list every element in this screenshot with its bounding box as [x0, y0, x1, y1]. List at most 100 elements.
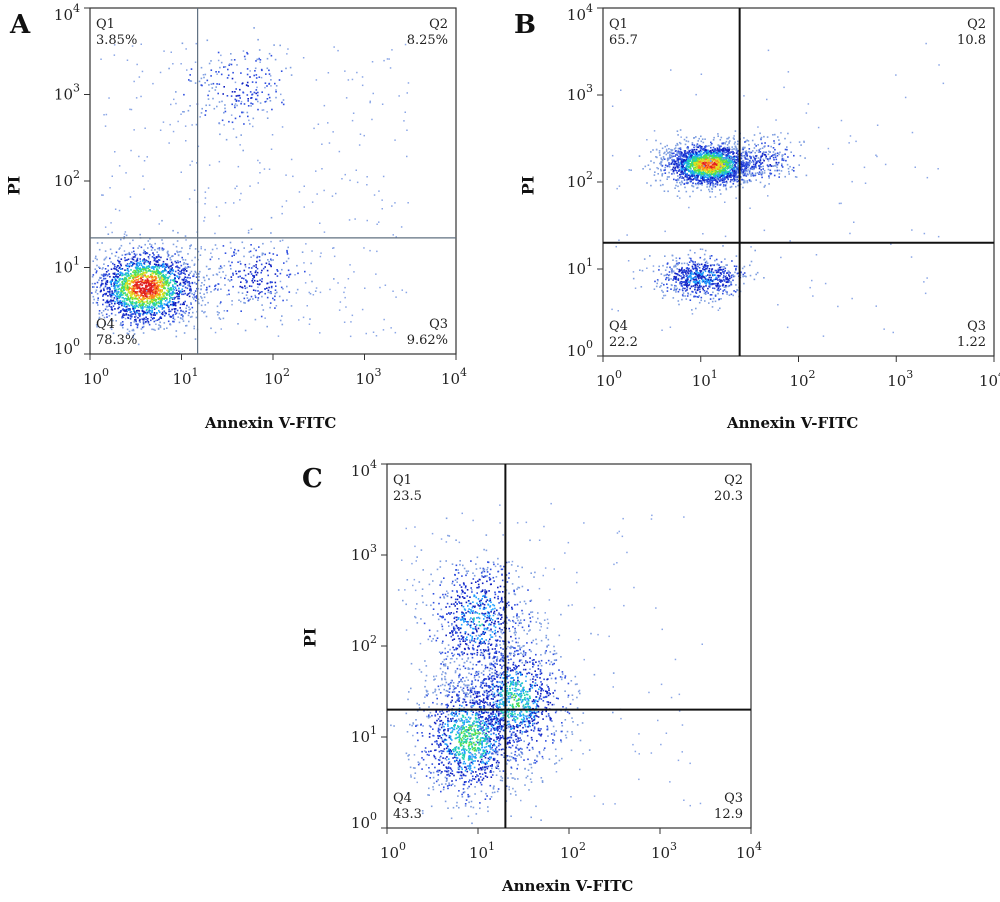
event-point [129, 253, 131, 256]
event-point [666, 165, 669, 168]
event-point [239, 260, 241, 263]
event-point [189, 80, 191, 82]
event-point [182, 258, 184, 261]
event-point [154, 329, 156, 331]
event-point [133, 297, 135, 299]
event-point [173, 292, 176, 294]
event-point [725, 162, 728, 165]
event-point [723, 178, 725, 181]
event-point [191, 306, 194, 309]
event-point [180, 171, 182, 173]
event-point [127, 291, 130, 293]
event-point [148, 323, 151, 326]
event-point [104, 285, 107, 288]
event-point [104, 282, 107, 284]
event-point [178, 295, 180, 298]
event-point [712, 146, 715, 149]
event-point [232, 272, 234, 275]
event-point [160, 313, 163, 315]
event-point [187, 109, 190, 112]
event-point [270, 285, 273, 288]
event-point [147, 256, 150, 258]
event-point [731, 159, 733, 162]
event-point [723, 174, 726, 176]
event-point [116, 276, 118, 278]
event-point [196, 273, 198, 275]
event-point [210, 83, 213, 85]
event-point [690, 164, 692, 166]
event-point [347, 278, 350, 280]
event-point [136, 267, 139, 270]
event-point [218, 71, 220, 73]
event-point [259, 102, 262, 104]
event-point [213, 107, 216, 110]
event-point [701, 153, 703, 156]
event-point [117, 256, 120, 259]
event-point [113, 284, 115, 286]
event-point [746, 155, 748, 158]
event-point [696, 169, 698, 172]
event-point [732, 171, 734, 173]
event-point [384, 284, 387, 286]
event-point [337, 49, 339, 52]
event-point [319, 255, 322, 258]
event-point [273, 247, 275, 249]
event-point [732, 160, 734, 163]
event-point [201, 84, 203, 87]
event-point [700, 174, 703, 176]
event-point [163, 307, 165, 309]
event-point [734, 165, 736, 168]
event-point [114, 208, 117, 210]
event-point [139, 318, 141, 321]
event-point [674, 168, 676, 170]
event-point [679, 157, 682, 159]
event-point [141, 289, 143, 292]
event-point [245, 279, 247, 281]
event-point [147, 260, 149, 263]
event-point [319, 291, 322, 294]
event-point [206, 291, 208, 294]
event-point [694, 162, 696, 164]
event-point [182, 279, 185, 281]
event-point [287, 48, 289, 50]
event-point [718, 148, 720, 150]
event-point [723, 280, 726, 282]
event-point [131, 262, 134, 264]
event-point [762, 158, 765, 161]
event-point [109, 288, 111, 291]
event-point [686, 182, 689, 184]
event-point [754, 164, 757, 167]
event-point [126, 328, 129, 331]
event-point [142, 322, 145, 325]
event-point [729, 164, 732, 167]
event-point [714, 172, 717, 174]
event-point [243, 123, 245, 125]
event-point [161, 306, 163, 309]
event-point [693, 146, 695, 149]
quadrant-q2-name: Q2 [429, 17, 448, 32]
event-point [189, 245, 192, 247]
event-point [185, 239, 187, 241]
event-point [153, 289, 155, 291]
event-point [720, 156, 722, 158]
event-point [151, 318, 154, 320]
event-point [110, 312, 113, 315]
event-point [146, 156, 148, 158]
event-point [265, 73, 267, 75]
event-point [328, 142, 331, 144]
event-point [290, 74, 293, 76]
event-point [192, 311, 194, 314]
event-point [689, 160, 691, 162]
event-point [163, 328, 165, 330]
event-point [146, 267, 148, 269]
event-point [94, 291, 97, 293]
event-point [126, 293, 129, 295]
event-point [686, 165, 688, 168]
event-point [134, 276, 137, 279]
event-point [242, 91, 245, 94]
event-point [146, 302, 149, 304]
event-point [130, 324, 132, 327]
event-point [176, 265, 178, 267]
event-point [154, 285, 157, 288]
event-point [711, 190, 713, 193]
